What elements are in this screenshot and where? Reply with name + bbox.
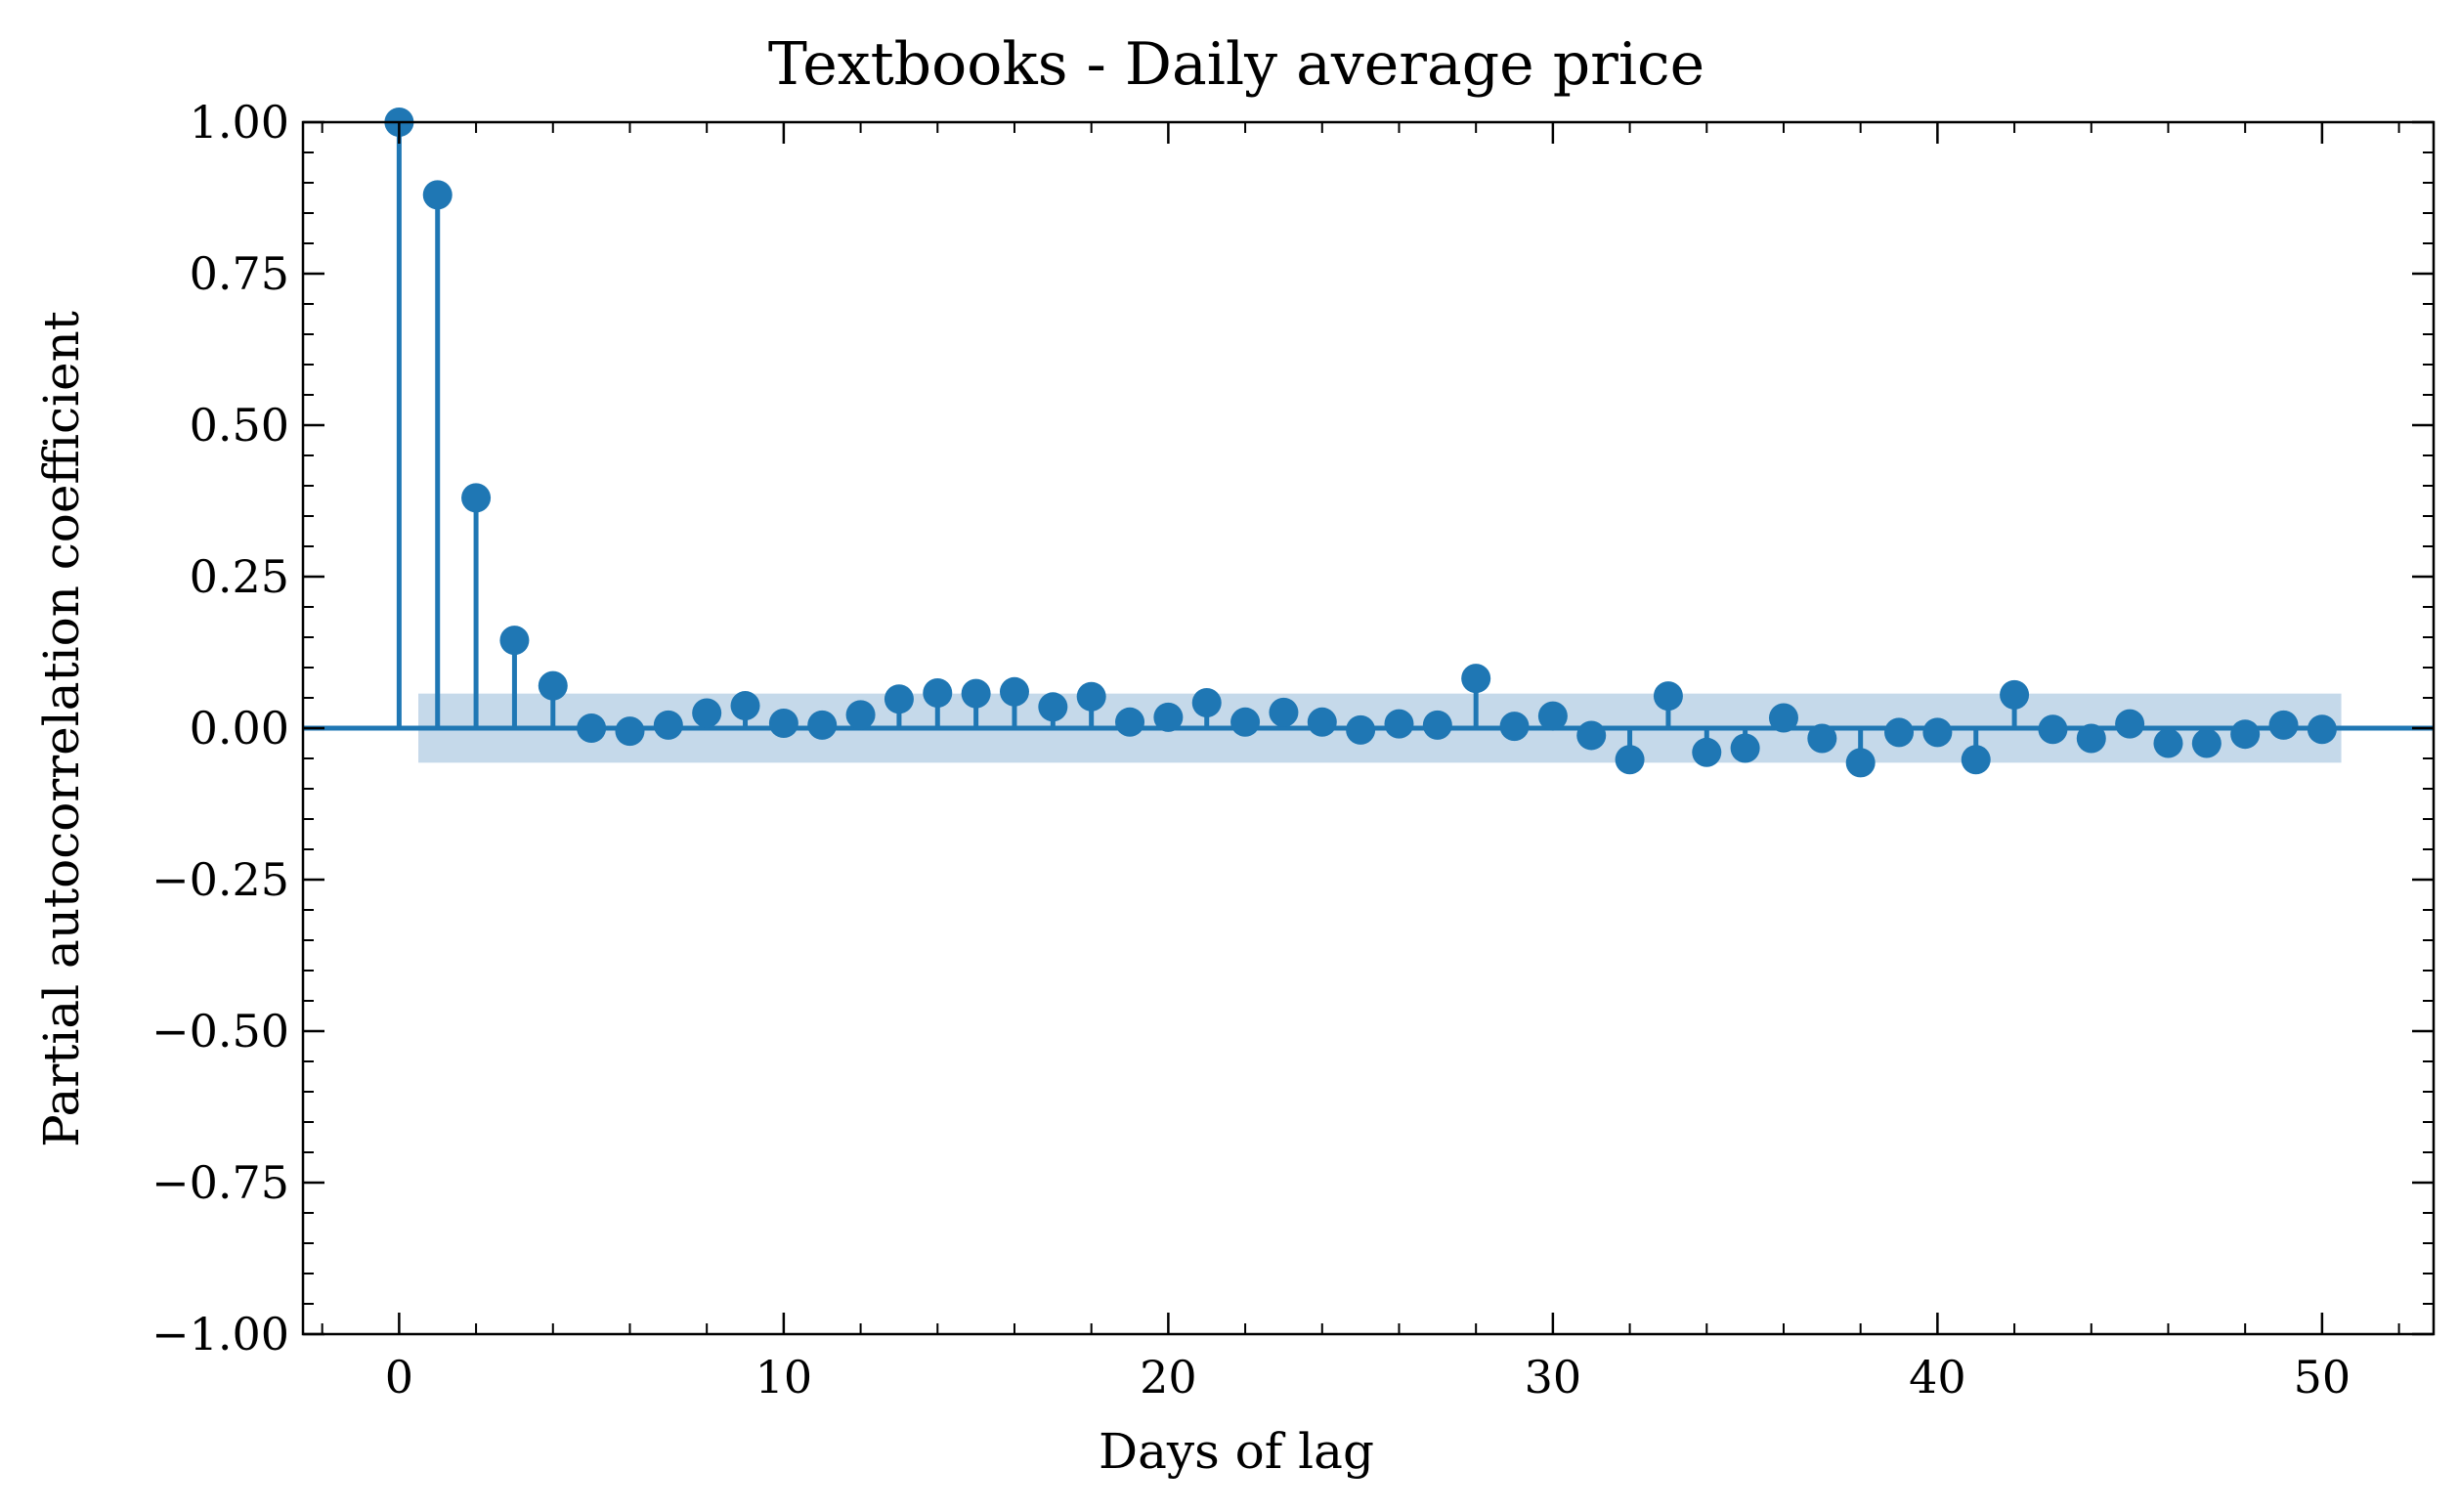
stem-marker xyxy=(1499,712,1530,742)
stem-marker xyxy=(1269,697,1299,727)
stem-marker xyxy=(807,710,838,740)
stem-marker xyxy=(1230,707,1261,737)
stem-marker xyxy=(538,670,568,701)
stem-marker xyxy=(999,676,1029,707)
y-axis-label: Partial autocorrelation coefficient xyxy=(33,311,90,1147)
stem-marker xyxy=(1884,717,1915,748)
stem-marker xyxy=(1730,733,1760,763)
stem-marker xyxy=(1537,701,1568,731)
stem-marker xyxy=(577,713,607,743)
y-tick-label: 1.00 xyxy=(190,96,289,149)
stem-marker xyxy=(2115,709,2145,739)
plot-area: 0 10 20 30 40 50 1.00 0.75 0.50 0.25 0.00 −0.25 −0.5… xyxy=(151,96,2436,1404)
stem-marker xyxy=(499,626,530,656)
stem-marker xyxy=(2000,679,2030,710)
y-tick-label: 0.50 xyxy=(190,399,289,452)
stem-marker xyxy=(1115,707,1145,737)
stem-marker xyxy=(730,691,760,721)
stem-marker xyxy=(1961,745,1991,775)
y-tick-label: −0.25 xyxy=(151,853,289,906)
stem-marker xyxy=(961,678,991,709)
stem-marker xyxy=(1076,681,1106,712)
stem-marker xyxy=(1153,702,1184,732)
stem-marker xyxy=(2191,728,2222,758)
stem-marker xyxy=(884,684,914,714)
stem-marker xyxy=(615,716,645,747)
y-tick-label: −0.75 xyxy=(151,1156,289,1209)
x-tick-label: 0 xyxy=(385,1351,413,1404)
x-tick-label: 10 xyxy=(755,1351,813,1404)
stem-marker xyxy=(1384,709,1414,739)
stem-marker xyxy=(768,709,798,739)
stem-marker xyxy=(2230,719,2261,750)
x-tick-label: 40 xyxy=(1909,1351,1966,1404)
stem-marker xyxy=(1038,692,1068,722)
stem-marker xyxy=(1768,703,1798,733)
x-tick-label: 50 xyxy=(2294,1351,2351,1404)
x-tick-label: 30 xyxy=(1525,1351,1582,1404)
stem-marker xyxy=(2307,714,2337,745)
x-axis-label: Days of lag xyxy=(1099,1423,1374,1480)
stem-marker xyxy=(692,698,722,728)
y-tick-label: 0.00 xyxy=(190,702,289,755)
y-tick-label: 0.25 xyxy=(190,550,289,603)
stem-marker xyxy=(653,710,683,740)
stem-marker xyxy=(2076,723,2106,754)
stem-marker xyxy=(1346,714,1376,745)
stem-marker xyxy=(1692,737,1722,767)
chart-title: Textbooks - Daily average price xyxy=(768,30,1704,99)
stem-marker xyxy=(461,483,492,513)
stem-marker xyxy=(1191,687,1222,717)
stem-marker xyxy=(2153,728,2183,758)
stem-marker xyxy=(1307,707,1337,737)
y-tick-label: 0.75 xyxy=(190,247,289,300)
y-tick-label: −1.00 xyxy=(151,1308,289,1361)
stem-marker xyxy=(1422,710,1452,740)
stem-marker xyxy=(2038,714,2068,745)
stem-marker xyxy=(923,678,953,709)
stem-marker xyxy=(1845,748,1876,778)
stem-marker xyxy=(2268,710,2299,740)
stem-marker xyxy=(845,700,876,730)
stem-marker xyxy=(1461,664,1491,694)
stem-marker xyxy=(1922,717,1953,748)
stem-marker xyxy=(1653,681,1683,712)
stem-marker xyxy=(1576,720,1607,751)
stem-marker xyxy=(1807,723,1837,754)
x-tick-label: 20 xyxy=(1140,1351,1197,1404)
stem-marker xyxy=(1615,745,1645,775)
stem-marker xyxy=(422,180,453,210)
y-tick-label: −0.50 xyxy=(151,1005,289,1058)
